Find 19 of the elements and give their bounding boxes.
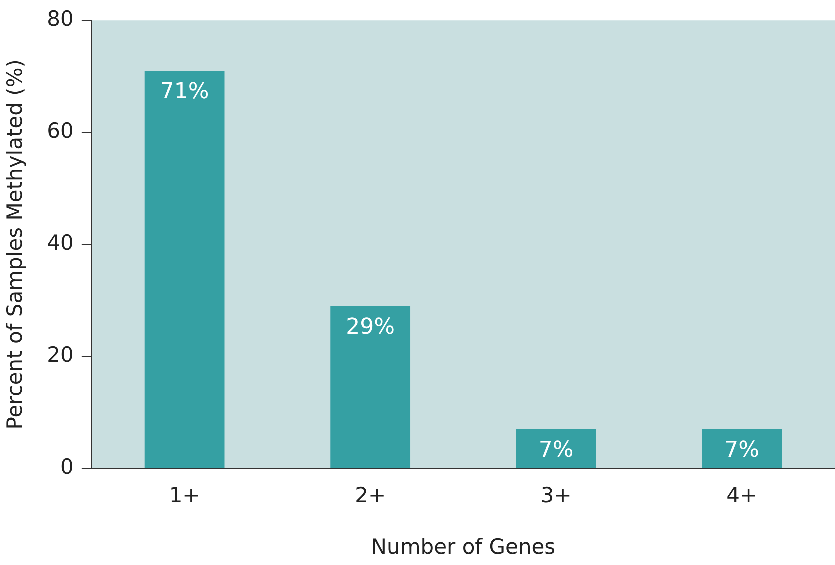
y-tick-label: 40	[47, 231, 74, 256]
x-axis-title: Number of Genes	[371, 534, 556, 559]
y-axis-title: Percent of Samples Methylated (%)	[3, 60, 28, 430]
data-label: 71%	[160, 80, 210, 105]
bar	[144, 71, 225, 468]
y-tick-label: 60	[47, 119, 74, 144]
bar	[702, 429, 782, 468]
x-tick-label: 3+	[540, 484, 572, 508]
x-tick-label: 2+	[355, 484, 386, 508]
y-tick-label: 20	[47, 343, 74, 368]
data-label: 29%	[346, 314, 396, 340]
x-tick-label: 4+	[726, 484, 758, 508]
data-label: 7%	[724, 438, 760, 464]
data-label: 7%	[538, 438, 574, 464]
bar	[516, 429, 596, 468]
y-tick-label: 0	[60, 455, 74, 480]
y-tick-label: 80	[47, 7, 74, 32]
bar	[330, 306, 411, 468]
x-tick-label: 1+	[169, 484, 200, 508]
